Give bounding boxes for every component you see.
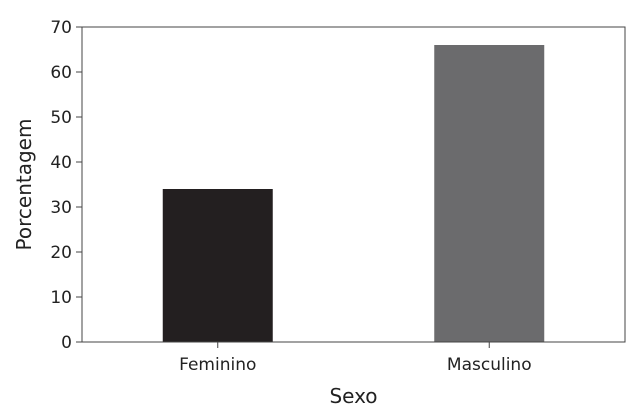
y-tick-label: 60 [50,63,72,83]
bars-layer [162,45,545,342]
x-tick-label: Masculino [447,355,532,375]
y-tick-label: 40 [50,153,72,173]
x-tick-label: Feminino [179,355,256,375]
x-axis-title: Sexo [329,384,377,408]
y-tick-label: 70 [50,18,72,38]
y-tick-label: 10 [50,288,72,308]
plot-area-frame [81,26,626,343]
y-tick-label: 30 [50,198,72,218]
y-tick-label: 50 [50,108,72,128]
y-tick-label: 20 [50,243,72,263]
bar-feminino [162,189,273,342]
y-tick-label: 0 [61,333,72,353]
x-axis-ticks: Feminino Masculino [179,342,532,375]
y-axis-ticks: 0 10 20 30 40 50 60 70 [50,18,82,353]
y-axis-title: Porcentagem [12,119,36,251]
bar-masculino [434,45,545,342]
